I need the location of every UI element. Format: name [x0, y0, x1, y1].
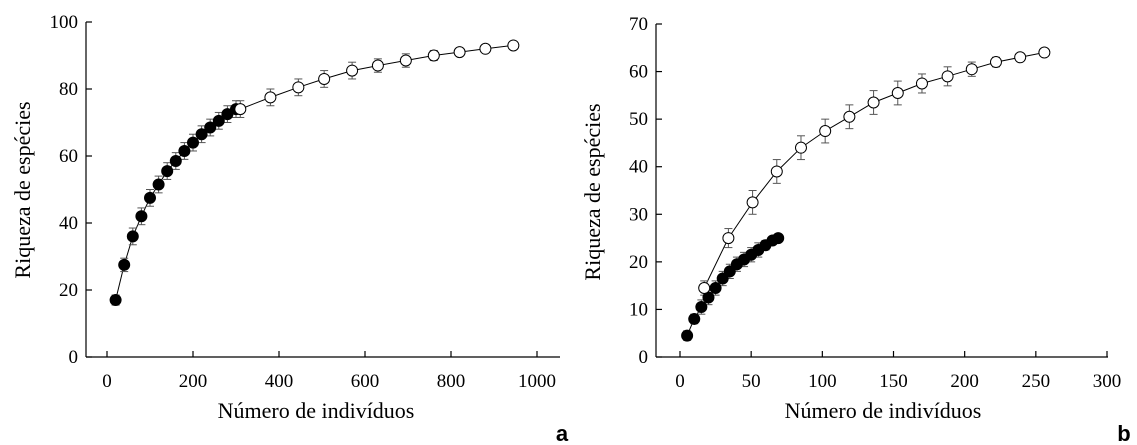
- x-tick-label: 0: [102, 371, 112, 392]
- open-point: [989, 56, 1002, 69]
- y-tick-label: 100: [50, 12, 79, 33]
- series-line: [240, 44, 514, 110]
- open-point: [264, 91, 277, 104]
- y-tick-label: 40: [629, 157, 648, 178]
- y-tick-label: 60: [59, 146, 78, 167]
- x-tick-label: 300: [1093, 371, 1122, 392]
- filled-point: [681, 329, 694, 342]
- open-point: [292, 81, 305, 94]
- x-axis-title: Número de indivíduos: [785, 398, 982, 423]
- open-point: [318, 72, 331, 85]
- y-tick-label: 80: [59, 79, 78, 100]
- filled-point: [178, 144, 191, 157]
- x-axis-title: Número de indivíduos: [218, 398, 415, 423]
- open-point: [479, 42, 492, 55]
- open-point: [770, 165, 783, 178]
- filled-point: [161, 165, 174, 178]
- filled-point: [144, 191, 156, 204]
- x-tick-label: 200: [179, 371, 208, 392]
- open-point: [819, 125, 832, 138]
- open-point: [427, 49, 440, 62]
- x-tick-label: 150: [879, 371, 908, 392]
- filled-point: [126, 230, 139, 243]
- open-point: [453, 46, 466, 59]
- open-point: [843, 110, 856, 123]
- panel-label-a: a: [556, 421, 569, 445]
- open-point: [507, 39, 520, 52]
- filled-point: [169, 155, 182, 168]
- y-tick-label: 20: [59, 280, 78, 301]
- open-point: [941, 70, 954, 83]
- filled-point: [772, 232, 785, 245]
- y-tick-label: 40: [59, 213, 78, 234]
- open-point: [867, 96, 880, 109]
- x-tick-label: 1000: [518, 371, 556, 392]
- filled-point: [109, 294, 122, 307]
- x-tick-label: 200: [950, 371, 979, 392]
- x-tick-label: 250: [1022, 371, 1051, 392]
- y-axis-title: Riqueza de espécies: [10, 101, 35, 278]
- open-point: [371, 59, 384, 72]
- series-line: [115, 108, 237, 301]
- filled-point: [118, 258, 131, 271]
- x-tick-label: 800: [437, 371, 466, 392]
- open-point: [722, 232, 735, 245]
- filled-point: [695, 301, 708, 314]
- filled-point: [204, 121, 217, 134]
- x-tick-label: 400: [265, 371, 294, 392]
- open-point: [234, 103, 247, 116]
- y-tick-label: 50: [629, 109, 648, 130]
- open-point: [698, 282, 711, 295]
- y-tick-label: 60: [629, 62, 648, 83]
- filled-point: [187, 136, 199, 149]
- open-point: [399, 54, 412, 67]
- open-point: [346, 64, 359, 77]
- open-point: [794, 141, 807, 154]
- open-point: [915, 77, 928, 90]
- y-tick-label: 0: [639, 347, 649, 368]
- y-tick-label: 10: [629, 299, 648, 320]
- y-axis-title: Riqueza de espécies: [580, 103, 605, 280]
- x-tick-label: 600: [351, 371, 380, 392]
- open-point: [891, 86, 904, 99]
- panel-label-b: b: [1117, 421, 1130, 445]
- filled-point: [688, 312, 701, 325]
- chart-panel-b: Riqueza de espécies Número de indivíduos…: [580, 14, 1131, 445]
- filled-point: [716, 272, 729, 285]
- chart-panel-a: Riqueza de espécies Número de indivíduos…: [10, 12, 569, 445]
- filled-point: [709, 282, 722, 295]
- open-point: [1038, 46, 1051, 59]
- filled-point: [135, 210, 148, 223]
- y-tick-label: 20: [629, 252, 648, 273]
- x-tick-label: 0: [675, 371, 685, 392]
- filled-point: [195, 128, 208, 141]
- y-tick-label: 70: [629, 14, 648, 35]
- y-tick-label: 0: [69, 347, 79, 368]
- x-tick-label: 100: [808, 371, 837, 392]
- open-point: [965, 63, 978, 76]
- open-point: [746, 196, 759, 209]
- x-tick-label: 50: [742, 371, 761, 392]
- y-tick-label: 30: [629, 204, 648, 225]
- filled-point: [723, 265, 736, 278]
- filled-point: [212, 114, 225, 127]
- filled-point: [152, 178, 165, 191]
- open-point: [1014, 51, 1027, 64]
